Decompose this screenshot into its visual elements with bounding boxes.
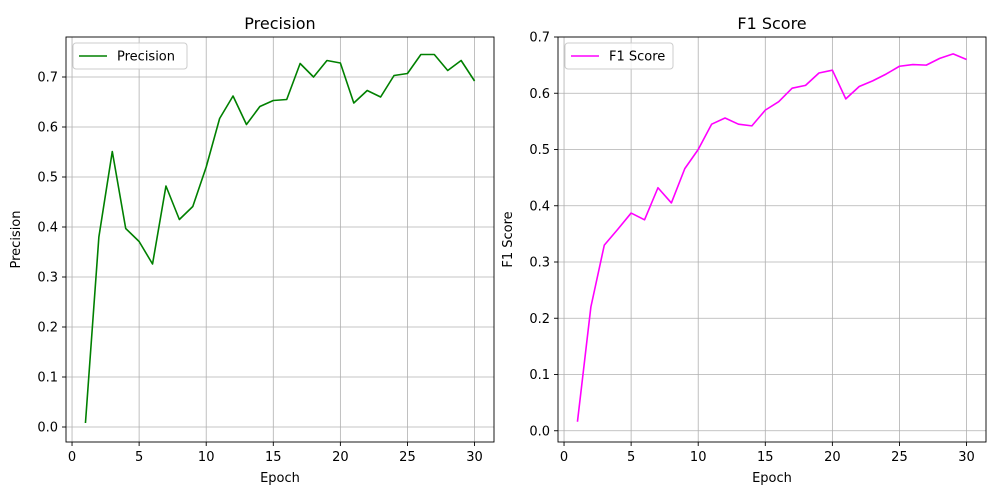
y-tick-label: 0.1 (37, 371, 58, 386)
chart-title: Precision (244, 14, 315, 33)
axes-frame (65, 36, 495, 443)
y-tick-label: 0.4 (529, 199, 550, 214)
x-tick-label: 10 (198, 450, 215, 465)
x-tick-label: 10 (690, 450, 707, 465)
x-tick-label: 0 (68, 450, 76, 465)
y-tick-label: 0.6 (37, 121, 58, 136)
series-line (576, 53, 967, 422)
x-tick-label: 30 (958, 450, 975, 465)
chart-panel-1: 0 5 10 15 20 25 30 0.0 0.1 0.2 0.3 0.4 0.5 0.6 0.7 Prec… (9, 14, 495, 486)
legend-label: Precision (117, 50, 175, 65)
x-tick-label: 5 (135, 450, 143, 465)
y-tick-label: 0.5 (37, 171, 58, 186)
x-tick-label: 20 (332, 450, 349, 465)
y-tick-label: 0.7 (529, 31, 550, 46)
y-tick-label: 0.7 (37, 71, 58, 86)
x-tick-label: 5 (627, 450, 635, 465)
y-tick-label: 0.2 (529, 312, 550, 327)
y-axis-label: Precision (9, 210, 24, 268)
y-tick-label: 0.0 (37, 421, 58, 436)
x-tick-label: 0 (560, 450, 568, 465)
x-tick-label: 15 (757, 450, 774, 465)
x-tick-label: 25 (891, 450, 908, 465)
x-axis-label: Epoch (260, 471, 300, 486)
series-line (84, 53, 476, 424)
legend-box (564, 42, 674, 70)
y-tick-label: 0.6 (529, 87, 550, 102)
legend-box (72, 42, 188, 70)
x-axis-label: Epoch (752, 471, 792, 486)
x-tick-label: 20 (824, 450, 841, 465)
legend-label: F1 Score (609, 50, 665, 65)
y-tick-label: 0.1 (529, 368, 550, 383)
x-tick-label: 30 (466, 450, 483, 465)
x-tick-label: 15 (265, 450, 282, 465)
y-tick-label: 0.4 (37, 221, 58, 236)
y-axis-label: F1 Score (501, 211, 516, 267)
y-tick-label: 0.0 (529, 424, 550, 439)
y-tick-label: 0.3 (529, 256, 550, 271)
chart-panel-2: 0 5 10 15 20 25 30 0.0 0.1 0.2 0.3 0.4 0.5 0.6 0.7 F1 S… (501, 14, 987, 486)
y-tick-label: 0.2 (37, 321, 58, 336)
x-tick-label: 25 (399, 450, 416, 465)
y-tick-label: 0.5 (529, 143, 550, 158)
chart-title: F1 Score (737, 14, 806, 33)
y-tick-label: 0.3 (37, 271, 58, 286)
axes-frame (557, 36, 987, 443)
